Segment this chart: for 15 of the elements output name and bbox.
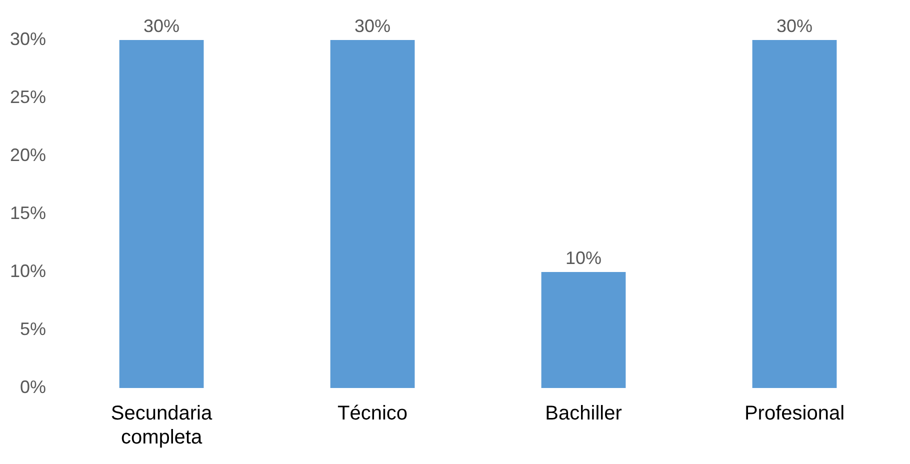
y-tick-label: 30%	[10, 28, 46, 49]
y-tick-label: 15%	[10, 202, 46, 223]
y-tick-label: 0%	[20, 376, 46, 397]
y-tick-label: 20%	[10, 144, 46, 165]
x-tick-label: Técnico	[338, 402, 408, 425]
data-label: 30%	[144, 16, 180, 36]
y-tick-label: 25%	[10, 86, 46, 107]
data-label: 30%	[776, 16, 813, 36]
x-tick-label: Bachiller	[545, 402, 622, 425]
y-tick-label: 10%	[10, 260, 46, 281]
x-tick-label: Secundaria completa	[110, 402, 213, 449]
y-tick-label: 5%	[20, 318, 46, 339]
data-label: 30%	[354, 16, 391, 36]
x-tick-label: Profesional	[744, 402, 845, 425]
data-label: 10%	[565, 248, 602, 268]
